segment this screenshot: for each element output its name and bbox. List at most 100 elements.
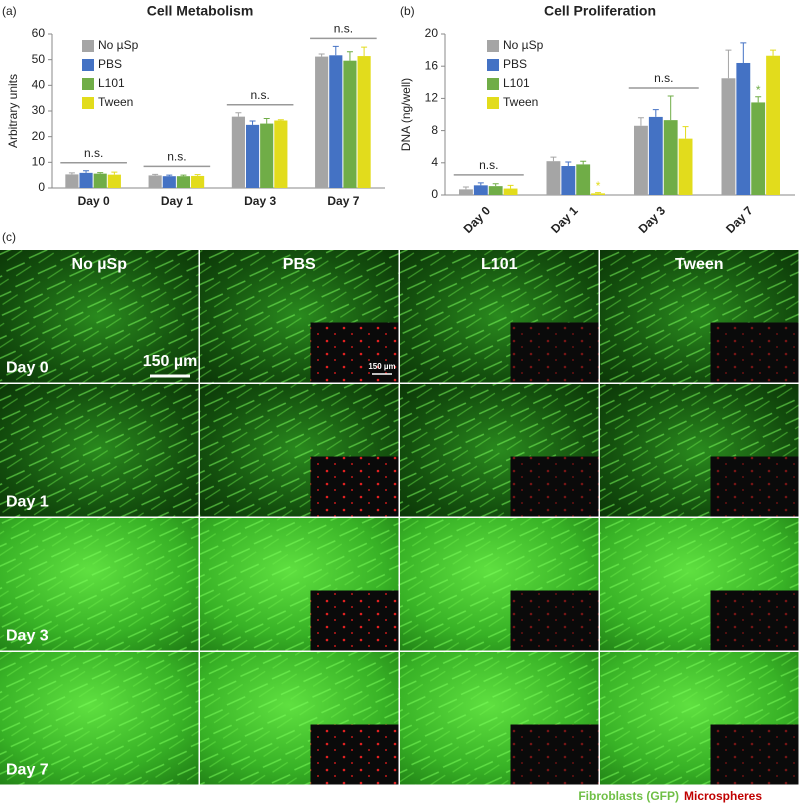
ns-label: n.s. [84,146,103,160]
legend-label: Tween [98,95,133,109]
error-bar [740,42,747,63]
row-label: Day 1 [6,494,49,511]
y-tick-label: 4 [431,155,438,169]
error-bar [235,112,242,117]
bar [148,175,162,188]
inset-dots [710,724,799,785]
error-bar [97,172,104,174]
column-header: No µSp [72,256,128,273]
bar [357,56,371,188]
bar [736,62,751,196]
chart-title: Cell Metabolism [147,3,254,19]
column-header: Tween [675,256,724,273]
error-bar [346,51,353,61]
inset-dots [710,456,799,517]
y-tick-label: 30 [32,103,46,117]
bar [663,120,678,195]
bar [473,185,488,195]
inset-dots [310,590,399,651]
error-bar [277,119,284,121]
error-bar [263,117,270,124]
bar [107,174,121,188]
bar [751,102,766,195]
inset-dots [710,590,799,651]
bar [315,56,329,188]
fibroblast-texture [0,384,199,517]
y-tick-label: 0 [431,187,438,201]
significance-marker: * [756,83,761,97]
bar [561,166,576,195]
fibroblast-texture [0,652,199,785]
bar [65,174,79,188]
error-bar [194,174,201,176]
row-label: Day 3 [6,628,49,645]
y-axis-label: Arbitrary units [6,74,20,148]
y-tick-label: 20 [32,129,46,143]
scale-bar-label: 150 µm [143,353,198,370]
bar [231,116,245,188]
error-bar [595,192,602,194]
error-bar [550,156,557,162]
y-tick-label: 50 [32,52,46,66]
ns-label: n.s. [250,88,269,102]
bar [329,55,343,189]
chart-title: Cell Proliferation [544,3,656,19]
legend-swatch [487,78,499,90]
panel-label: (b) [400,4,415,18]
inset-dots [310,322,399,383]
bar [176,176,191,188]
bar [79,172,93,188]
fibroblast-texture [0,250,199,383]
error-bar [180,174,187,177]
x-tick-label: Day 0 [461,203,494,236]
ns-label: n.s. [479,158,498,172]
inset-dots [710,322,799,383]
error-bar [249,120,256,125]
x-tick-label: Day 1 [161,194,193,208]
image-grid: No µSp Day 0 PBS L101 Tween Day 1 Day 3 Day 7 15… [0,250,799,785]
y-tick-label: 20 [425,26,439,40]
y-tick-label: 8 [431,123,438,137]
bar [343,60,357,189]
x-tick-label: Day 7 [723,203,756,236]
error-bar [361,46,368,57]
y-tick-label: 0 [38,180,45,194]
fibroblast-texture [0,518,199,651]
error-bar [565,161,572,167]
legend-label: L101 [98,76,125,90]
legend-swatch [82,97,94,109]
error-bar [682,126,689,139]
column-header: PBS [283,256,316,273]
x-tick-label: Day 0 [78,194,110,208]
bar [274,120,288,188]
legend-label: L101 [503,76,530,90]
error-bar [580,160,587,165]
error-bar [725,49,732,79]
error-bar [637,117,644,126]
legend-label: PBS [98,57,122,71]
y-tick-label: 40 [32,78,46,92]
y-axis-label: DNA (ng/well) [399,78,413,151]
error-bar [507,184,514,189]
row-label: Day 7 [6,762,49,779]
ns-label: n.s. [167,150,186,164]
error-bar [770,49,777,56]
error-bar [83,170,90,173]
error-bar [68,172,75,175]
column-header: L101 [481,256,518,273]
bar [634,125,648,195]
error-bar [152,173,159,176]
bar [162,176,176,188]
bar [576,164,591,195]
error-bar [318,53,325,57]
legend-label: PBS [503,57,527,71]
error-bar [477,182,484,186]
bar [766,55,780,195]
inset-scale-label: 150 µm [368,362,395,371]
legend-swatch [487,40,499,52]
ns-label: n.s. [654,71,673,85]
legend-swatch [82,78,94,90]
bar [591,193,605,195]
y-tick-label: 60 [32,26,46,40]
inset-dots [510,322,599,383]
